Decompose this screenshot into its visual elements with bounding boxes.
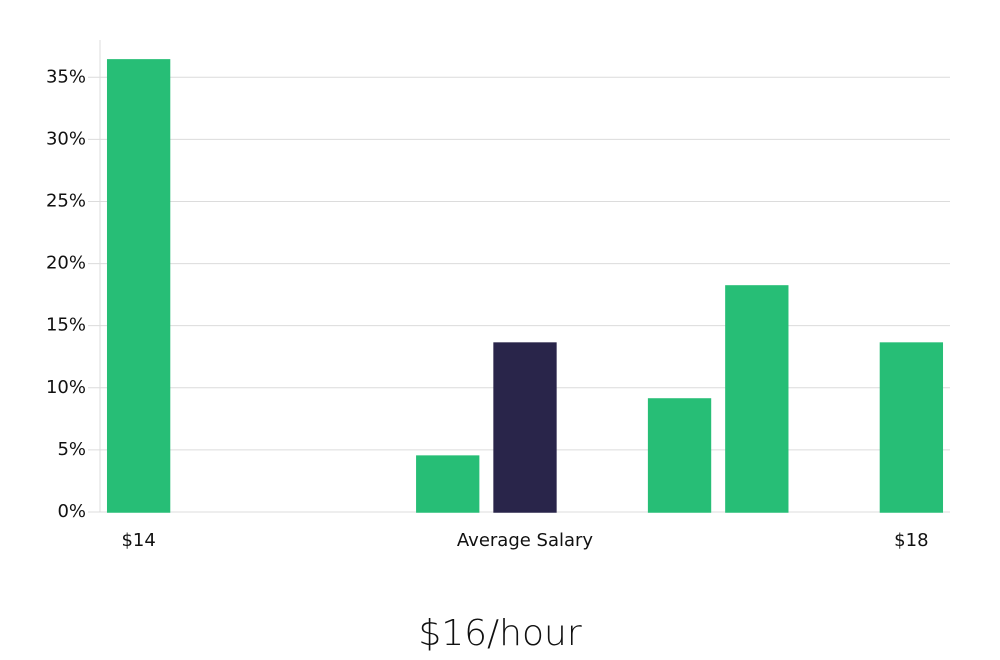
y-tick-label: 35% [46,66,86,87]
y-tick-label: 15% [46,315,86,336]
bar [879,342,944,513]
bar [106,59,171,513]
y-tick-label: 25% [46,190,86,211]
bar [416,455,480,513]
x-tick-label: Average Salary [457,530,594,551]
x-tick-label: $14 [121,530,155,551]
y-tick-label: 5% [57,439,86,460]
y-tick-label: 30% [46,128,86,149]
bar [725,285,789,513]
bar [647,398,712,513]
y-tick-label: 10% [46,377,86,398]
x-tick-label: $18 [894,530,928,551]
y-tick-label: 0% [57,501,86,522]
caption: $16/hour [418,613,582,654]
y-tick-label: 20% [46,253,86,274]
bar [493,342,557,513]
